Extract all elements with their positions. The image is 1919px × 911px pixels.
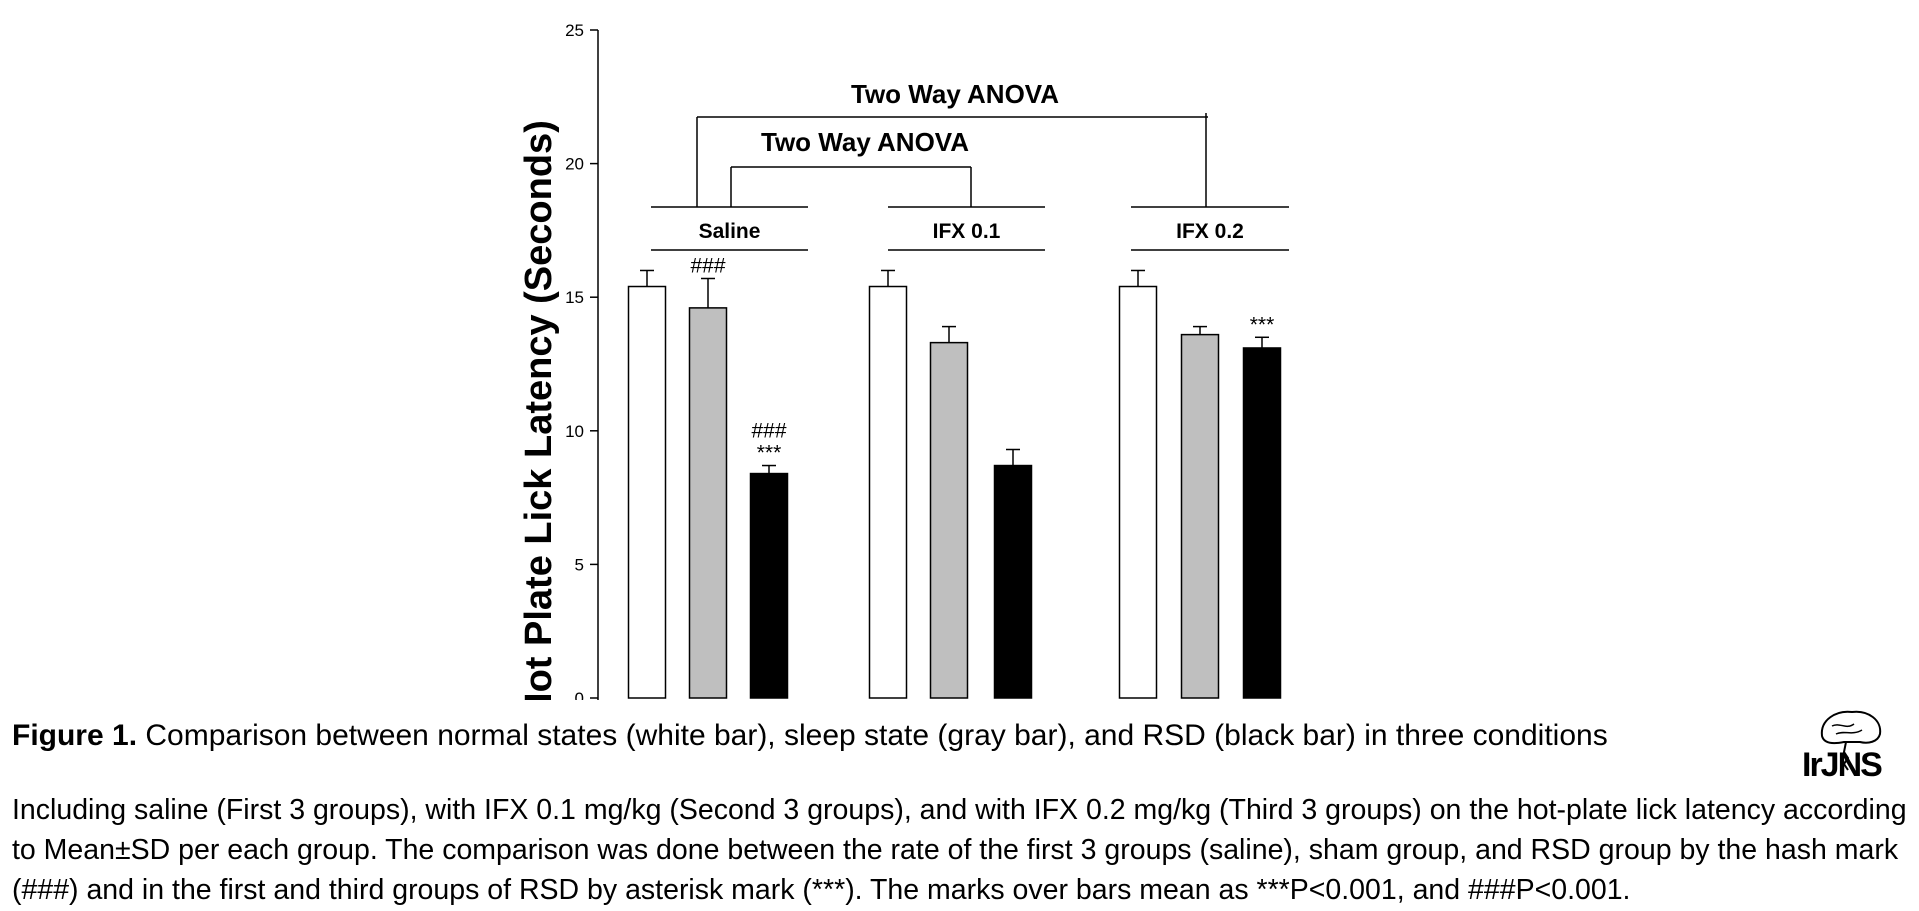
bars	[627, 269, 1282, 699]
bar	[1180, 333, 1220, 699]
y-axis: 0 5 10 15 20 25	[565, 21, 599, 700]
bar	[1242, 347, 1282, 699]
figure-caption-body: Including saline (First 3 groups), with …	[12, 794, 1907, 906]
group-label: IFX 0.2	[1176, 220, 1244, 243]
logo-text: IrJNS	[1802, 746, 1882, 778]
bar	[627, 285, 667, 699]
significance-marks: ###***###***	[690, 254, 1274, 464]
anova-label-outer: Two Way ANOVA	[851, 79, 1059, 109]
anova-label-inner: Two Way ANOVA	[761, 127, 969, 157]
group-label: IFX 0.1	[933, 220, 1001, 243]
anova-brackets	[696, 113, 1208, 207]
figure-label: Figure 1.	[12, 719, 138, 752]
bar-chart: 0 5 10 15 20 25 Hot Plate Lick Latency (Secon…	[518, 21, 1289, 700]
y-tick-label: 0	[575, 689, 584, 700]
y-tick-label: 25	[565, 21, 584, 40]
bar	[929, 341, 969, 699]
bar	[688, 307, 728, 699]
group-labels: Saline IFX 0.1 IFX 0.2	[651, 206, 1289, 251]
bar	[993, 464, 1033, 699]
y-axis-label: Hot Plate Lick Latency (Seconds)	[518, 120, 560, 700]
significance-mark: ###	[690, 254, 725, 277]
figure-title: Comparison between normal states (white …	[137, 719, 1608, 752]
y-tick-label: 15	[565, 288, 584, 307]
significance-mark: ***	[1250, 313, 1275, 336]
group-label: Saline	[699, 220, 761, 243]
y-tick-label: 5	[575, 555, 584, 574]
y-tick-label: 10	[565, 422, 584, 441]
irjns-logo: IrJNS	[1802, 710, 1884, 778]
y-tick-label: 20	[565, 155, 584, 174]
significance-mark: ###	[751, 420, 786, 443]
figure-caption-title: Figure 1. Comparison between normal stat…	[12, 718, 1792, 754]
significance-mark: ***	[757, 442, 782, 465]
bar	[868, 285, 908, 699]
brain-icon	[1820, 710, 1882, 745]
bar	[1118, 285, 1158, 699]
bar	[749, 472, 789, 699]
